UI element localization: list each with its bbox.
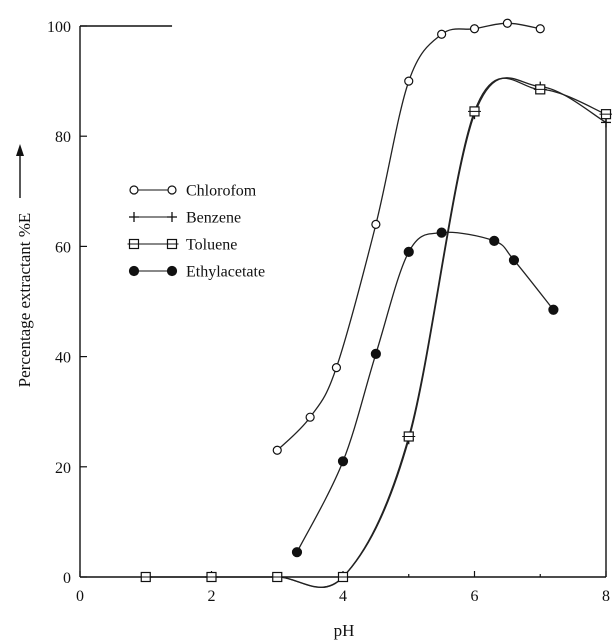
data-point-chlorofom — [404, 76, 414, 86]
data-point-ethylacetate — [436, 227, 447, 238]
legend-label: Toluene — [186, 237, 237, 254]
legend-marker-end — [165, 238, 179, 250]
data-point-toluene — [468, 106, 481, 117]
legend-marker-end — [166, 265, 178, 277]
data-point-ethylacetate — [337, 456, 349, 467]
legend-item-benzene: Benzene — [129, 210, 241, 227]
y-tick-label: 100 — [47, 19, 71, 36]
data-point-chlorofom — [331, 363, 342, 373]
series-markers — [139, 18, 612, 583]
data-point-chlorofom — [469, 24, 480, 34]
y-tick-label: 60 — [55, 239, 71, 256]
series-curves — [145, 22, 607, 588]
legend-label: Benzene — [186, 210, 241, 227]
y-tick-label: 80 — [55, 129, 71, 146]
y-axis-title-arrow — [16, 144, 24, 198]
data-point-ethylacetate — [548, 304, 559, 315]
series-line-benzene — [145, 77, 607, 588]
y-tick-label: 20 — [55, 460, 71, 477]
data-point-ethylacetate — [291, 547, 303, 558]
data-point-chlorofom — [502, 18, 512, 28]
legend-marker-end — [167, 212, 177, 222]
legend-marker-start — [129, 185, 139, 195]
series-line-toluene — [145, 77, 607, 588]
legend-marker-start — [129, 212, 139, 222]
legend-label: Ethylacetate — [186, 264, 265, 281]
data-point-toluene — [599, 109, 612, 120]
y-tick-label: 40 — [55, 350, 71, 367]
data-point-ethylacetate — [403, 246, 414, 258]
data-point-toluene — [270, 571, 284, 583]
legend-item-toluene: Toluene — [127, 237, 237, 254]
data-point-toluene — [139, 571, 153, 583]
series-line-chlorofom — [276, 22, 541, 451]
legend-item-chlorofom: Chlorofom — [129, 183, 257, 200]
legend-item-ethylacetate: Ethylacetate — [128, 264, 265, 281]
data-point-chlorofom — [305, 412, 315, 422]
x-tick-label: 8 — [602, 588, 610, 605]
x-tick-label: 4 — [339, 588, 347, 605]
data-point-ethylacetate — [489, 235, 500, 246]
data-point-toluene — [205, 571, 218, 583]
data-point-chlorofom — [535, 24, 545, 34]
legend-marker-end — [167, 185, 177, 195]
data-point-chlorofom — [371, 219, 381, 229]
legend: Chlorofom Benzene Toluene Ethylacetate — [127, 183, 265, 281]
data-point-ethylacetate — [508, 255, 520, 266]
y-tick-label: 0 — [63, 570, 71, 587]
data-point-toluene — [402, 431, 416, 442]
x-tick-label: 6 — [471, 588, 479, 605]
legend-label: Chlorofom — [186, 183, 257, 200]
x-tick-label: 2 — [208, 588, 216, 605]
data-point-chlorofom — [272, 445, 282, 455]
legend-marker-start — [127, 238, 141, 250]
data-point-ethylacetate — [370, 348, 381, 359]
y-axis-title: Percentage extractant %E — [15, 213, 34, 388]
x-tick-label: 0 — [76, 588, 84, 605]
data-point-toluene — [533, 84, 547, 95]
x-axis-title: pH — [334, 621, 355, 640]
data-point-chlorofom — [437, 29, 447, 39]
legend-marker-start — [128, 265, 140, 277]
series-line-ethylacetate — [296, 231, 554, 553]
data-point-toluene — [336, 571, 350, 583]
